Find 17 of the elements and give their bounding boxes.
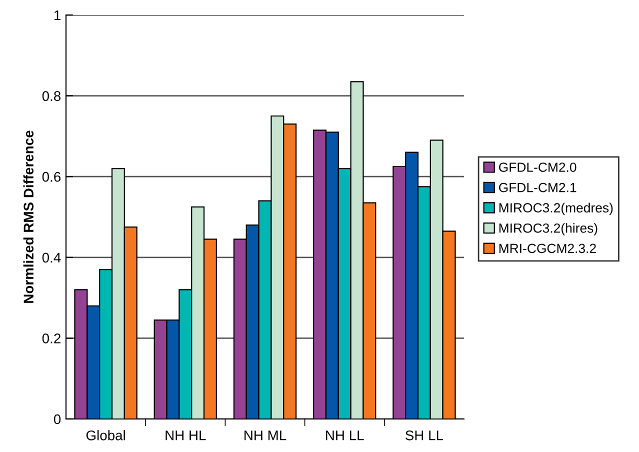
legend-label: GFDL-CM2.1 [499, 182, 576, 192]
legend-label: GFDL-CM2.0 [499, 162, 576, 172]
y-axis-title: Normlized RMS Difference [23, 130, 34, 303]
x-tick-label: NH ML [244, 430, 286, 440]
y-tick-label: 0.2 [42, 334, 60, 344]
y-tick-label: 0.6 [42, 172, 61, 182]
y-tick-label: 0.8 [42, 91, 61, 101]
y-tick-label: 0.4 [42, 252, 61, 263]
x-tick-label: SH LL [406, 430, 444, 440]
x-tick-label: NH LL [326, 430, 364, 440]
y-tick-label: 0 [54, 414, 61, 424]
x-tick-label: Global [86, 430, 125, 440]
legend-label: MRI-CGCM2.3.2 [499, 244, 596, 254]
y-tick-label: 1 [54, 10, 60, 20]
x-tick-label: NH HL [166, 430, 206, 440]
legend-label: MIROC3.2(medres) [499, 202, 613, 216]
legend-label: MIROC3.2(hires) [499, 223, 598, 236]
